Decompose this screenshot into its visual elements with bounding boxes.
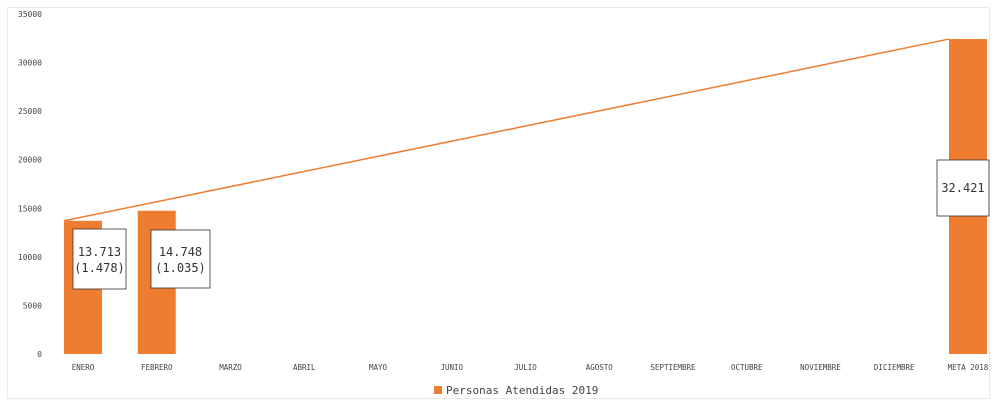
x-tick-label: META 2018 (948, 363, 989, 372)
x-tick-label: JULIO (514, 363, 537, 372)
x-tick-label: FEBRERO (141, 363, 173, 372)
data-label: 13.713 (1.478) (72, 228, 127, 290)
x-tick-label: NOVIEMBRE (800, 363, 841, 372)
data-label: 32.421 (936, 159, 990, 217)
x-tick-label: MAYO (369, 363, 388, 372)
data-label-value: 13.713 (78, 245, 121, 259)
data-label-box (936, 159, 990, 217)
data-label-subvalue: (1.035) (155, 261, 206, 275)
y-tick-label: 30000 (18, 59, 42, 68)
trend-line (63, 38, 950, 222)
trend-line-group (63, 38, 950, 222)
legend-label: Personas Atendidas 2019 (446, 384, 598, 397)
legend-swatch (434, 386, 442, 394)
data-label-box (72, 228, 127, 290)
bar-series (64, 39, 987, 355)
x-tick-label: OCTUBRE (731, 363, 763, 372)
x-tick-label: MARZO (219, 363, 242, 372)
x-tick-label: DICIEMBRE (874, 363, 915, 372)
data-label-group: 13.713 (1.478) 14.748 (1.035) 32.421 (72, 159, 990, 290)
data-label-value: 32.421 (941, 181, 984, 195)
data-label: 14.748 (1.035) (150, 229, 211, 289)
y-tick-label: 20000 (18, 156, 42, 165)
x-tick-label: JUNIO (440, 363, 463, 372)
data-label-subvalue: (1.478) (74, 261, 125, 275)
y-tick-label: 10000 (18, 253, 42, 262)
data-label-value: 14.748 (159, 245, 202, 259)
y-tick-label: 35000 (18, 10, 42, 19)
legend: Personas Atendidas 2019 (434, 384, 598, 397)
y-tick-label: 25000 (18, 107, 42, 116)
y-tick-label: 5000 (23, 301, 42, 310)
data-label-box (150, 229, 211, 289)
y-tick-label: 15000 (18, 204, 42, 213)
x-tick-label: AGOSTO (586, 363, 614, 372)
y-tick-label: 0 (37, 350, 42, 359)
chart-border (7, 7, 990, 399)
x-tick-label: SEPTIEMBRE (650, 363, 696, 372)
x-axis: ENERO FEBRERO MARZO ABRIL MAYO JUNIO JULIO AGOS… (72, 363, 989, 372)
x-tick-label: ENERO (72, 363, 95, 372)
x-tick-label: ABRIL (293, 363, 316, 372)
y-axis: 0 5000 10000 15000 20000 25000 30000 35000 (18, 10, 42, 359)
